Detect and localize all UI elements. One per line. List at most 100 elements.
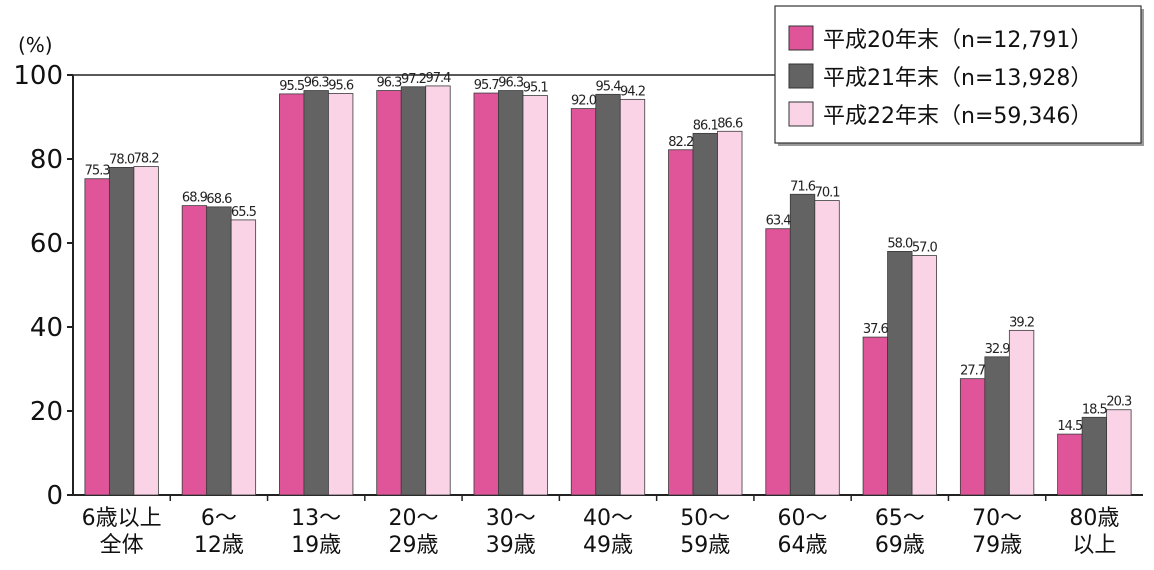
legend-swatch-1 [788, 25, 814, 51]
bar-series-3-cat-3 [328, 93, 354, 496]
category-label-8-line-1: 60〜 [778, 506, 828, 531]
category-label-7-line-2: 59歳 [680, 533, 730, 558]
y-tick-label: 60 [30, 229, 63, 259]
data-label-series-3-cat-1: 78.2 [134, 152, 159, 167]
bar-series-3-cat-2 [230, 219, 257, 496]
data-label-series-2-cat-9: 58.0 [887, 236, 913, 251]
bar-series-1-cat-3 [279, 93, 305, 496]
data-label-series-1-cat-7: 82.2 [668, 135, 693, 150]
category-label-10-line-1: 70〜 [972, 506, 1022, 531]
data-label-series-2-cat-10: 32.9 [985, 342, 1011, 357]
category-label-4-line-1: 20〜 [388, 506, 438, 531]
category-label-3-line-2: 19歳 [291, 533, 341, 558]
bar-series-3-cat-1 [133, 166, 159, 496]
category-label-7-line-1: 50〜 [680, 506, 730, 531]
bar-series-1-cat-10 [959, 378, 986, 496]
bar-series-1-cat-7 [668, 149, 694, 496]
bar-series-2-cat-4 [400, 86, 427, 496]
data-label-series-2-cat-11: 18.5 [1082, 402, 1108, 417]
category-label-2-line-2: 12歳 [194, 533, 244, 558]
y-tick-label: 100 [13, 61, 63, 91]
data-label-series-3-cat-2: 65.5 [231, 205, 257, 220]
y-tick-label: 20 [30, 397, 63, 427]
bar-series-2-cat-2 [206, 206, 232, 496]
y-tick-label: 0 [46, 481, 63, 511]
data-label-series-3-cat-8: 70.1 [815, 186, 841, 201]
bar-series-3-cat-6 [619, 98, 646, 496]
data-label-series-2-cat-8: 71.6 [790, 179, 816, 194]
data-label-series-3-cat-3: 95.6 [328, 78, 354, 93]
bar-series-1-cat-2 [181, 205, 208, 496]
category-label-6-line-1: 40〜 [583, 506, 633, 531]
data-label-series-2-cat-4: 97.2 [401, 72, 426, 87]
data-label-series-1-cat-1: 75.3 [85, 164, 111, 179]
category-label-1-line-2: 全体 [100, 533, 144, 558]
bar-series-2-cat-5 [498, 90, 524, 496]
data-label-series-2-cat-6: 95.4 [596, 79, 622, 94]
category-label-4-line-2: 29歳 [388, 533, 438, 558]
bar-series-3-cat-8 [814, 200, 840, 496]
category-label-8-line-2: 64歳 [778, 533, 828, 558]
data-label-series-1-cat-5: 95.7 [474, 78, 500, 93]
bar-series-2-cat-3 [303, 90, 329, 496]
y-tick-label: 80 [30, 145, 63, 175]
data-label-series-2-cat-2: 68.6 [206, 192, 232, 207]
data-label-series-1-cat-8: 63.4 [766, 214, 792, 229]
category-label-10-line-2: 79歳 [972, 533, 1022, 558]
bar-series-1-cat-1 [84, 178, 110, 496]
category-label-2-line-1: 6〜 [201, 506, 237, 531]
bar-series-3-cat-11 [1106, 409, 1132, 496]
data-label-series-2-cat-7: 86.1 [693, 118, 719, 133]
bars-group [84, 85, 1132, 496]
category-label-9-line-1: 65〜 [875, 506, 925, 531]
data-label-series-3-cat-5: 95.1 [523, 81, 549, 96]
legend-label-1: 平成20年末（n=12,791） [823, 28, 1092, 53]
bar-series-2-cat-11 [1081, 416, 1108, 496]
bar-series-2-cat-10 [984, 356, 1010, 496]
bar-series-3-cat-5 [522, 95, 548, 496]
bar-series-2-cat-7 [692, 132, 718, 496]
bar-series-3-cat-9 [911, 255, 937, 496]
category-label-6-line-2: 49歳 [583, 533, 633, 558]
data-label-series-3-cat-11: 20.3 [1106, 395, 1132, 410]
bar-series-2-cat-9 [887, 250, 913, 496]
data-label-series-3-cat-9: 57.0 [912, 241, 938, 256]
data-label-series-1-cat-6: 92.0 [571, 94, 597, 109]
bar-series-2-cat-1 [108, 166, 135, 496]
legend-label-2: 平成21年末（n=13,928） [823, 66, 1092, 91]
bar-series-1-cat-8 [765, 228, 791, 496]
legend: 平成20年末（n=12,791） 平成21年末（n=13,928） 平成22年末（n… [774, 5, 1144, 146]
bar-series-1-cat-6 [570, 108, 597, 496]
data-label-series-1-cat-2: 68.9 [182, 191, 208, 206]
category-label-5-line-1: 30〜 [486, 506, 536, 531]
bar-series-3-cat-10 [1008, 329, 1035, 496]
data-label-series-3-cat-10: 39.2 [1009, 315, 1034, 330]
bar-series-1-cat-11 [1057, 433, 1083, 496]
bar-series-2-cat-8 [789, 193, 816, 496]
bar-series-3-cat-4 [425, 85, 451, 496]
bar-series-1-cat-4 [376, 90, 402, 496]
data-label-series-1-cat-9: 37.6 [863, 322, 889, 337]
y-tick-label: 40 [30, 313, 63, 343]
data-label-series-3-cat-6: 94.2 [620, 84, 645, 99]
category-label-5-line-2: 39歳 [486, 533, 536, 558]
category-label-3-line-1: 13〜 [291, 506, 341, 531]
data-label-series-2-cat-5: 96.3 [498, 76, 524, 91]
data-label-series-3-cat-4: 97.4 [425, 71, 451, 86]
data-label-series-1-cat-4: 96.3 [376, 76, 402, 91]
data-label-series-1-cat-3: 95.5 [279, 79, 305, 94]
data-label-series-1-cat-10: 27.7 [960, 364, 986, 379]
data-label-series-2-cat-3: 96.3 [304, 76, 330, 91]
bar-series-2-cat-6 [595, 93, 621, 496]
bar-series-3-cat-7 [717, 130, 743, 496]
data-label-series-2-cat-1: 78.0 [109, 152, 135, 167]
bar-series-1-cat-5 [473, 92, 499, 496]
data-label-series-3-cat-7: 86.6 [717, 116, 743, 131]
y-axis-unit-label: (%) [18, 33, 53, 57]
category-label-1-line-1: 6歳以上 [82, 506, 162, 531]
legend-swatch-3 [788, 101, 814, 127]
bar-series-1-cat-9 [862, 336, 888, 496]
